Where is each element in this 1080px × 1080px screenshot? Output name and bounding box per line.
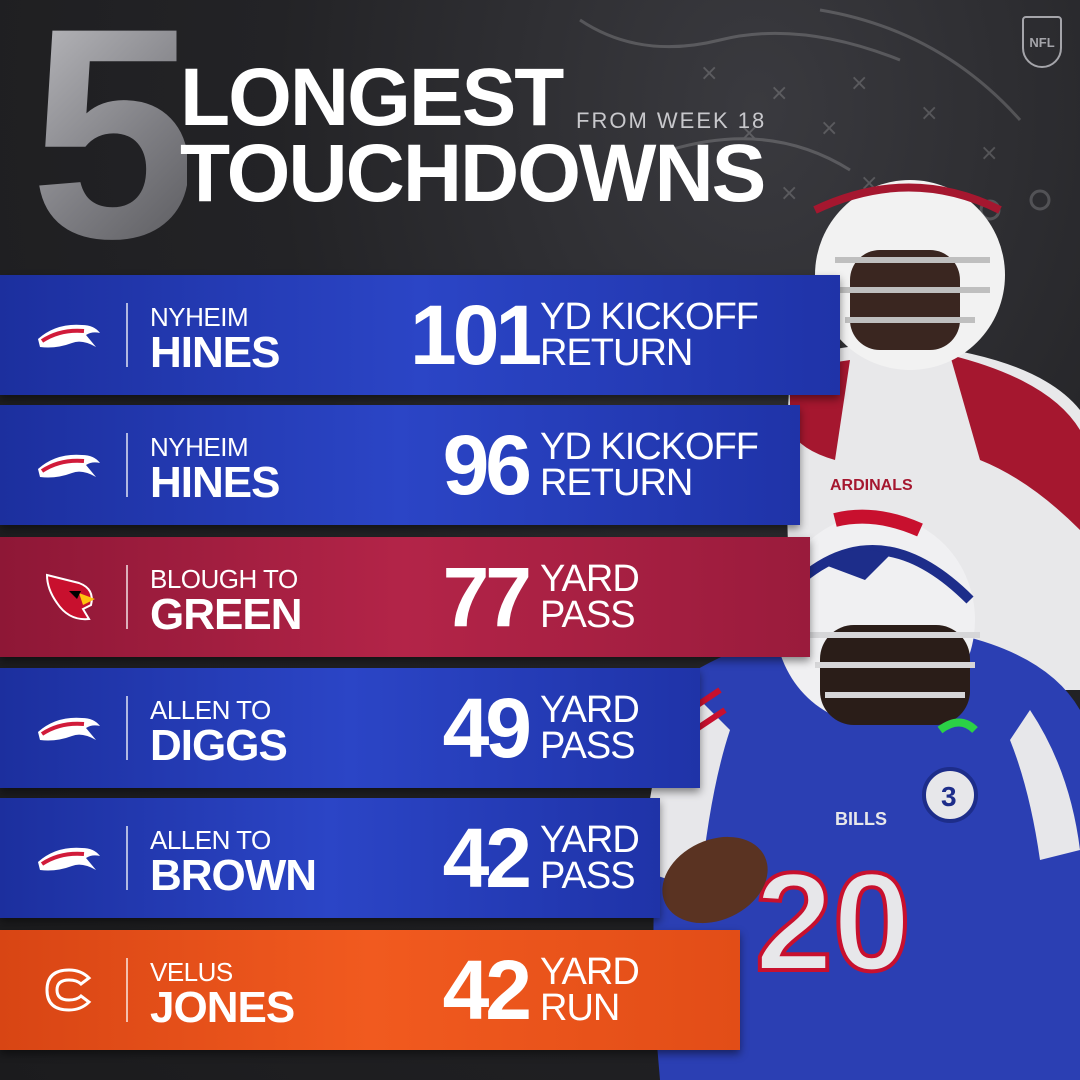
jersey-number: 20 (755, 843, 911, 1000)
name-top: NYHEIM (150, 302, 249, 332)
svg-text:×: × (850, 71, 868, 96)
yards-value: 101 (410, 287, 542, 382)
players-artwork: ARDINALS 3 BILLS 20 (640, 180, 1080, 1080)
play-description: YD KICKOFF RETURN (540, 296, 759, 374)
page-title: LONGEST TOUCHDOWNS (180, 52, 766, 219)
list-item: ALLEN TO DIGGS 49 YARD PASS (0, 668, 700, 788)
name-top: BLOUGH TO (150, 564, 298, 594)
title-line-1: LONGEST (180, 52, 564, 143)
player-names: NYHEIM HINES (150, 429, 410, 507)
desc-bottom: RETURN (540, 462, 693, 504)
name-bottom: HINES (150, 458, 280, 507)
list-item: NYHEIM HINES 96 YD KICKOFF RETURN (0, 405, 800, 525)
name-top: ALLEN TO (150, 695, 271, 725)
desc-top: YD KICKOFF (540, 426, 759, 468)
desc-top: YARD (540, 689, 640, 731)
big-number-five: 5 (30, 0, 197, 301)
desc-top: YARD (540, 558, 640, 600)
yards-value: 42 (442, 942, 532, 1037)
play-description: YARD PASS (540, 689, 640, 767)
name-bottom: BROWN (150, 851, 317, 900)
row-separator (126, 565, 128, 629)
jersey-patch-number: 3 (941, 781, 957, 812)
desc-top: YD KICKOFF (540, 296, 759, 338)
name-bottom: DIGGS (150, 721, 288, 770)
desc-top: YARD (540, 951, 640, 993)
row-separator (126, 826, 128, 890)
name-top: VELUS (150, 957, 233, 987)
row-separator (126, 303, 128, 367)
name-top: ALLEN TO (150, 825, 271, 855)
svg-text:×: × (820, 116, 838, 141)
desc-top: YARD (540, 819, 640, 861)
svg-text:×: × (740, 121, 758, 146)
name-bottom: GREEN (150, 590, 302, 639)
list-item: NYHEIM HINES 101 YD KICKOFF RETURN (0, 275, 840, 395)
yards-value: 42 (442, 810, 532, 905)
player-names: NYHEIM HINES (150, 299, 410, 377)
row-separator (126, 433, 128, 497)
list-item: VELUS JONES 42 YARD RUN (0, 930, 740, 1050)
bills-player: 3 BILLS 20 (640, 509, 1080, 1080)
bills-logo-icon (34, 836, 104, 880)
player-names: ALLEN TO BROWN (150, 822, 410, 900)
subtitle: FROM WEEK 18 (576, 108, 767, 133)
svg-text:×: × (920, 101, 938, 126)
row-separator (126, 958, 128, 1022)
nfl-shield-icon: NFL (1022, 16, 1062, 68)
bills-jersey-text: BILLS (835, 809, 887, 829)
name-bottom: HINES (150, 328, 280, 377)
desc-bottom: PASS (540, 725, 636, 767)
yards-value: 49 (442, 680, 532, 775)
player-names: ALLEN TO DIGGS (150, 692, 410, 770)
svg-text:×: × (980, 141, 998, 166)
desc-bottom: RUN (540, 987, 620, 1029)
bears-logo-icon (34, 968, 104, 1012)
cardinals-logo-icon (34, 573, 104, 621)
list-item: ALLEN TO BROWN 42 YARD PASS (0, 798, 660, 918)
player-names: BLOUGH TO GREEN (150, 561, 410, 639)
bills-logo-icon (34, 706, 104, 750)
title-line-2: TOUCHDOWNS (180, 128, 766, 219)
bills-logo-icon (34, 313, 104, 357)
player-names: VELUS JONES (150, 954, 410, 1032)
svg-text:×: × (780, 181, 798, 206)
list-item: BLOUGH TO GREEN 77 YARD PASS (0, 537, 810, 657)
desc-bottom: RETURN (540, 332, 693, 374)
play-description: YARD PASS (540, 558, 640, 636)
play-description: YD KICKOFF RETURN (540, 426, 759, 504)
yards-value: 96 (442, 417, 532, 512)
cardinals-jersey-text: ARDINALS (830, 477, 913, 494)
name-bottom: JONES (150, 983, 295, 1032)
desc-bottom: PASS (540, 855, 636, 897)
svg-text:×: × (770, 81, 788, 106)
row-separator (126, 696, 128, 760)
svg-text:×: × (700, 61, 718, 86)
yards-value: 77 (442, 549, 532, 644)
desc-bottom: PASS (540, 594, 636, 636)
play-description: YARD RUN (540, 951, 640, 1029)
name-top: NYHEIM (150, 432, 249, 462)
play-description: YARD PASS (540, 819, 640, 897)
bills-logo-icon (34, 443, 104, 487)
